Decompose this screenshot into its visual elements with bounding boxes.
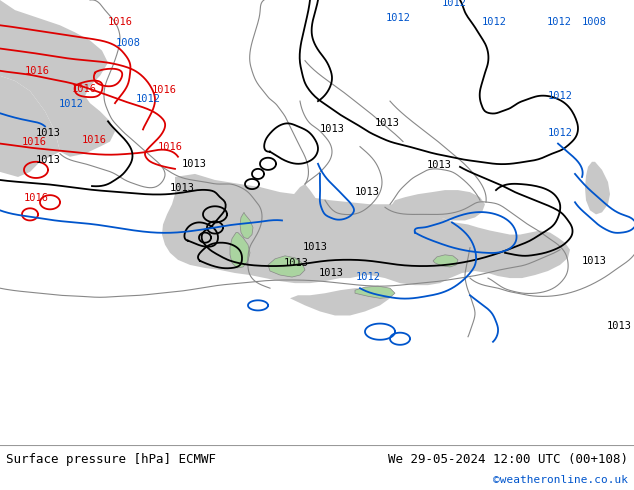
Text: 1013: 1013: [427, 160, 452, 170]
Polygon shape: [390, 190, 485, 220]
Polygon shape: [0, 0, 115, 157]
Text: 1012: 1012: [59, 99, 84, 109]
Text: 1012: 1012: [386, 13, 411, 23]
Text: 1013: 1013: [182, 159, 207, 169]
Text: 1013: 1013: [36, 128, 61, 139]
Text: 1013: 1013: [375, 119, 400, 128]
Text: Surface pressure [hPa] ECMWF: Surface pressure [hPa] ECMWF: [6, 453, 216, 466]
Text: 1012: 1012: [548, 128, 573, 139]
Polygon shape: [290, 288, 390, 316]
Text: 1016: 1016: [72, 84, 97, 94]
Text: 1013: 1013: [319, 268, 344, 278]
Text: 1012: 1012: [548, 91, 573, 101]
Text: 1013: 1013: [582, 256, 607, 266]
Polygon shape: [0, 0, 60, 177]
Text: ©weatheronline.co.uk: ©weatheronline.co.uk: [493, 475, 628, 485]
Polygon shape: [322, 238, 370, 278]
Polygon shape: [162, 174, 570, 285]
Text: 1008: 1008: [116, 39, 141, 49]
Text: 1013: 1013: [284, 258, 309, 268]
Text: 1016: 1016: [158, 142, 183, 151]
Text: 1013: 1013: [303, 242, 328, 252]
Polygon shape: [230, 233, 250, 268]
Polygon shape: [240, 212, 253, 239]
Text: 1012: 1012: [356, 272, 381, 282]
Text: 1013: 1013: [607, 320, 632, 331]
Text: We 29-05-2024 12:00 UTC (00+108): We 29-05-2024 12:00 UTC (00+108): [388, 453, 628, 466]
Text: 1013: 1013: [355, 187, 380, 197]
Polygon shape: [292, 184, 318, 220]
Polygon shape: [585, 162, 610, 214]
Text: 1008: 1008: [582, 17, 607, 27]
Text: 1016: 1016: [152, 85, 177, 95]
Text: 1012: 1012: [482, 17, 507, 27]
Text: 1012: 1012: [547, 17, 572, 27]
Text: 1012: 1012: [442, 0, 467, 8]
Text: 1013: 1013: [36, 155, 61, 165]
Text: 1013: 1013: [170, 183, 195, 193]
Polygon shape: [228, 187, 268, 224]
Polygon shape: [355, 286, 395, 298]
Text: 1016: 1016: [25, 66, 50, 76]
Text: 1012: 1012: [136, 94, 161, 104]
Text: 1016: 1016: [82, 135, 107, 145]
Text: 1016: 1016: [24, 193, 49, 203]
Polygon shape: [433, 255, 458, 267]
Text: 1013: 1013: [320, 124, 345, 134]
Text: 1016: 1016: [108, 17, 133, 27]
Text: 1016: 1016: [22, 137, 47, 147]
Polygon shape: [268, 256, 305, 277]
